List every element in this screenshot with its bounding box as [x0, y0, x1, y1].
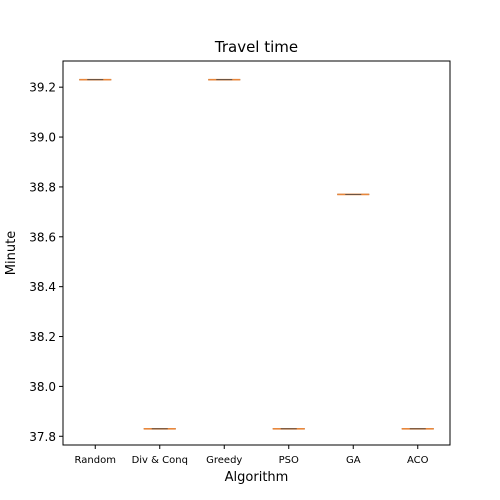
- x-tick-label: ACO: [407, 455, 429, 466]
- y-axis-label: Minute: [4, 231, 19, 275]
- y-tick-label: 38.6: [29, 230, 56, 244]
- y-tick-label: 38.8: [29, 180, 56, 194]
- x-tick-label: Div & Conq: [132, 455, 188, 466]
- y-axis: 37.8 38.0 38.2 38.4 38.6 38.8 39.0 39.2: [29, 81, 63, 444]
- y-tick-label: 38.0: [29, 380, 56, 394]
- x-axis-label: Algorithm: [225, 470, 289, 485]
- y-tick-label: 39.0: [29, 131, 56, 145]
- y-tick-label: 38.2: [29, 330, 56, 344]
- x-axis: Random Div & Conq Greedy PSO GA ACO: [75, 445, 429, 466]
- x-tick-label: Greedy: [206, 455, 242, 466]
- x-tick-label: GA: [346, 455, 361, 466]
- y-tick-label: 37.8: [29, 430, 56, 444]
- chart-title: Travel time: [214, 38, 298, 56]
- box-series: [79, 78, 434, 430]
- y-tick-label: 38.4: [29, 280, 56, 294]
- x-tick-label: Random: [75, 455, 116, 466]
- x-tick-label: PSO: [279, 455, 299, 466]
- plot-area-frame: [62, 60, 451, 446]
- y-tick-label: 39.2: [29, 81, 56, 95]
